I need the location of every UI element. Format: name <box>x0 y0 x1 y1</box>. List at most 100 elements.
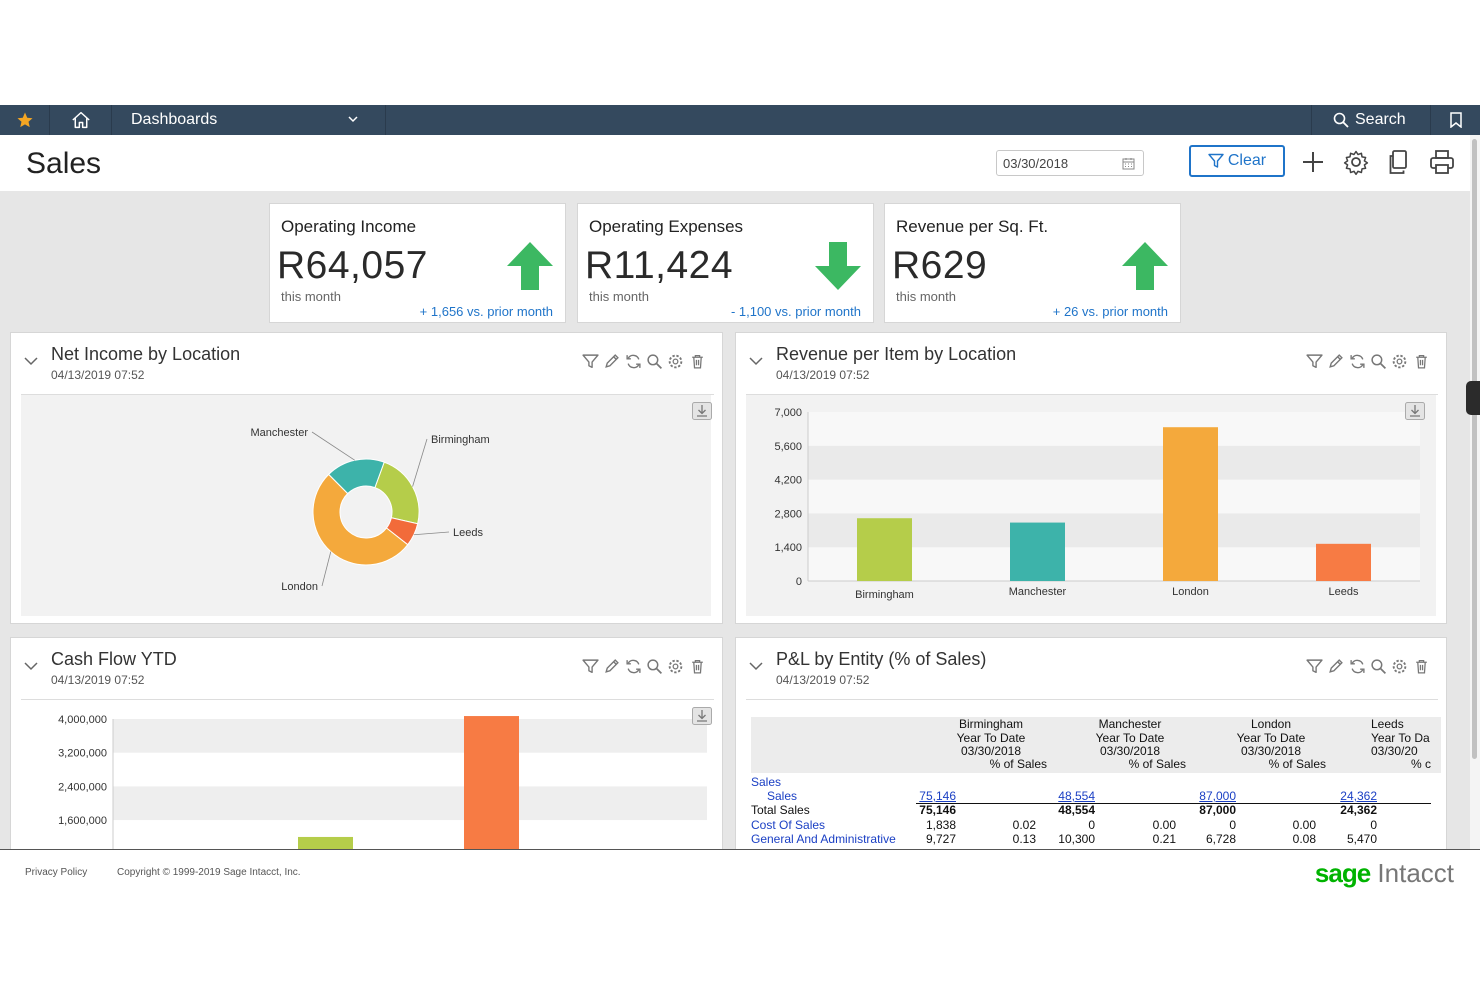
sage-intacct-logo: sage Intacct <box>1314 858 1454 888</box>
pnl-row-label[interactable]: General And Administrative <box>751 832 896 846</box>
arrow-up-icon <box>507 242 553 290</box>
pnl-cell[interactable]: 75,146 <box>919 789 956 803</box>
y-tick-label: 1,600,000 <box>58 815 107 827</box>
settings-icon[interactable] <box>1391 353 1408 370</box>
edit-icon[interactable] <box>1327 353 1344 370</box>
y-tick-label: 4,200 <box>774 475 802 487</box>
pie-leader-line <box>321 551 332 587</box>
filter-icon[interactable] <box>1306 353 1323 370</box>
favorites-button[interactable] <box>0 105 50 135</box>
cash-flow-bar-1 <box>298 836 353 849</box>
page-scrollbar[interactable] <box>1470 135 1480 849</box>
collapse-chevron-icon[interactable] <box>748 355 764 367</box>
pnl-col-header-entity: London <box>1250 717 1292 731</box>
zoom-icon[interactable] <box>646 658 663 675</box>
pnl-cell: 0 <box>1370 818 1377 832</box>
pnl-cell[interactable]: 24,362 <box>1340 789 1377 803</box>
delete-icon[interactable] <box>689 353 706 370</box>
refresh-icon[interactable] <box>1349 658 1366 675</box>
pnl-row-label[interactable]: Sales <box>767 789 798 803</box>
bookmark-button[interactable] <box>1431 105 1480 135</box>
download-icon[interactable] <box>692 707 712 725</box>
pnl-row-label[interactable]: Sales <box>751 775 782 789</box>
pnl-row-label[interactable]: Cost Of Sales <box>751 818 826 832</box>
delete-icon[interactable] <box>1413 353 1430 370</box>
zoom-icon[interactable] <box>1370 658 1387 675</box>
refresh-icon[interactable] <box>625 658 642 675</box>
clear-filter-button[interactable]: Clear <box>1189 145 1285 177</box>
dashboards-menu[interactable]: Dashboards <box>112 105 386 135</box>
search-button[interactable]: Search <box>1311 105 1431 135</box>
settings-icon[interactable] <box>667 658 684 675</box>
x-tick-label: Manchester <box>1009 586 1067 598</box>
delete-icon[interactable] <box>1413 658 1430 675</box>
print-icon[interactable] <box>1427 147 1457 177</box>
filter-icon[interactable] <box>1306 658 1323 675</box>
edit-icon[interactable] <box>603 353 620 370</box>
zoom-icon[interactable] <box>1370 353 1387 370</box>
kpi-revenue-per-sqft[interactable]: Revenue per Sq. Ft. R629 this month + 26… <box>884 203 1181 323</box>
card-divider <box>21 699 714 700</box>
arrow-down-icon <box>815 242 861 290</box>
side-panel-tab[interactable] <box>1466 381 1480 415</box>
pnl-cell: 75,146 <box>919 803 956 817</box>
y-tick-label: 2,800 <box>774 508 802 520</box>
y-tick-label: 3,200,000 <box>58 748 107 760</box>
settings-icon[interactable] <box>1391 658 1408 675</box>
home-button[interactable] <box>50 105 112 135</box>
filter-icon[interactable] <box>582 658 599 675</box>
pie-slice-birmingham <box>374 461 420 525</box>
pnl-col-header-measure: % c <box>1411 757 1432 771</box>
collapse-chevron-icon[interactable] <box>23 355 39 367</box>
kpi-operating-income[interactable]: Operating Income R64,057 this month + 1,… <box>269 203 566 323</box>
delete-icon[interactable] <box>689 658 706 675</box>
calendar-icon[interactable] <box>1122 157 1135 170</box>
pnl-cell: 87,000 <box>1199 803 1236 817</box>
pnl-col-header-measure: % of Sales <box>1128 757 1186 771</box>
grid-band <box>808 412 1420 446</box>
pnl-cell: 0.02 <box>1012 818 1036 832</box>
settings-icon[interactable] <box>667 353 684 370</box>
edit-icon[interactable] <box>1327 658 1344 675</box>
pie-slice-london <box>312 473 409 566</box>
pnl-cell[interactable]: 48,554 <box>1058 789 1095 803</box>
chevron-down-icon <box>348 116 358 123</box>
pie-leader-line <box>413 531 450 536</box>
privacy-policy-link[interactable]: Privacy Policy <box>25 867 88 878</box>
bookmark-icon <box>1449 112 1462 128</box>
pnl-cell: 0 <box>1088 818 1095 832</box>
y-tick-label: 5,600 <box>774 441 802 453</box>
download-icon[interactable] <box>1405 402 1425 420</box>
grid-band <box>113 719 707 753</box>
kpi-operating-expenses[interactable]: Operating Expenses R11,424 this month - … <box>577 203 874 323</box>
refresh-icon[interactable] <box>625 353 642 370</box>
bar-leeds <box>1316 543 1371 581</box>
download-icon[interactable] <box>692 402 712 420</box>
filter-icon[interactable] <box>582 353 599 370</box>
scrollbar-thumb[interactable] <box>1472 139 1477 759</box>
add-icon[interactable] <box>1298 147 1328 177</box>
pie-slice-manchester <box>327 458 385 495</box>
copy-icon[interactable] <box>1384 147 1414 177</box>
refresh-icon[interactable] <box>1349 353 1366 370</box>
gear-icon[interactable] <box>1341 147 1371 177</box>
date-field[interactable]: 03/30/2018 <box>996 150 1144 176</box>
collapse-chevron-icon[interactable] <box>748 660 764 672</box>
collapse-chevron-icon[interactable] <box>23 660 39 672</box>
edit-icon[interactable] <box>603 658 620 675</box>
kpi-value: R64,057 <box>277 244 428 287</box>
card-date: 04/13/2019 07:52 <box>51 673 145 687</box>
card-date: 04/13/2019 07:52 <box>776 368 870 382</box>
kpi-value: R11,424 <box>585 244 734 287</box>
clear-filter-label: Clear <box>1227 152 1267 169</box>
x-tick-label: Birmingham <box>855 589 914 601</box>
arrow-up-icon <box>1122 242 1168 290</box>
copyright-text: Copyright © 1999-2019 Sage Intacct, Inc. <box>117 867 301 878</box>
pnl-total-rule <box>916 803 1431 804</box>
card-date: 04/13/2019 07:52 <box>776 673 870 687</box>
zoom-icon[interactable] <box>646 353 663 370</box>
grid-band <box>808 445 1420 480</box>
pnl-cell[interactable]: 87,000 <box>1199 789 1236 803</box>
pnl-col-header-period: Year To Date <box>1236 730 1306 745</box>
x-tick-label: Leeds <box>1329 586 1359 598</box>
